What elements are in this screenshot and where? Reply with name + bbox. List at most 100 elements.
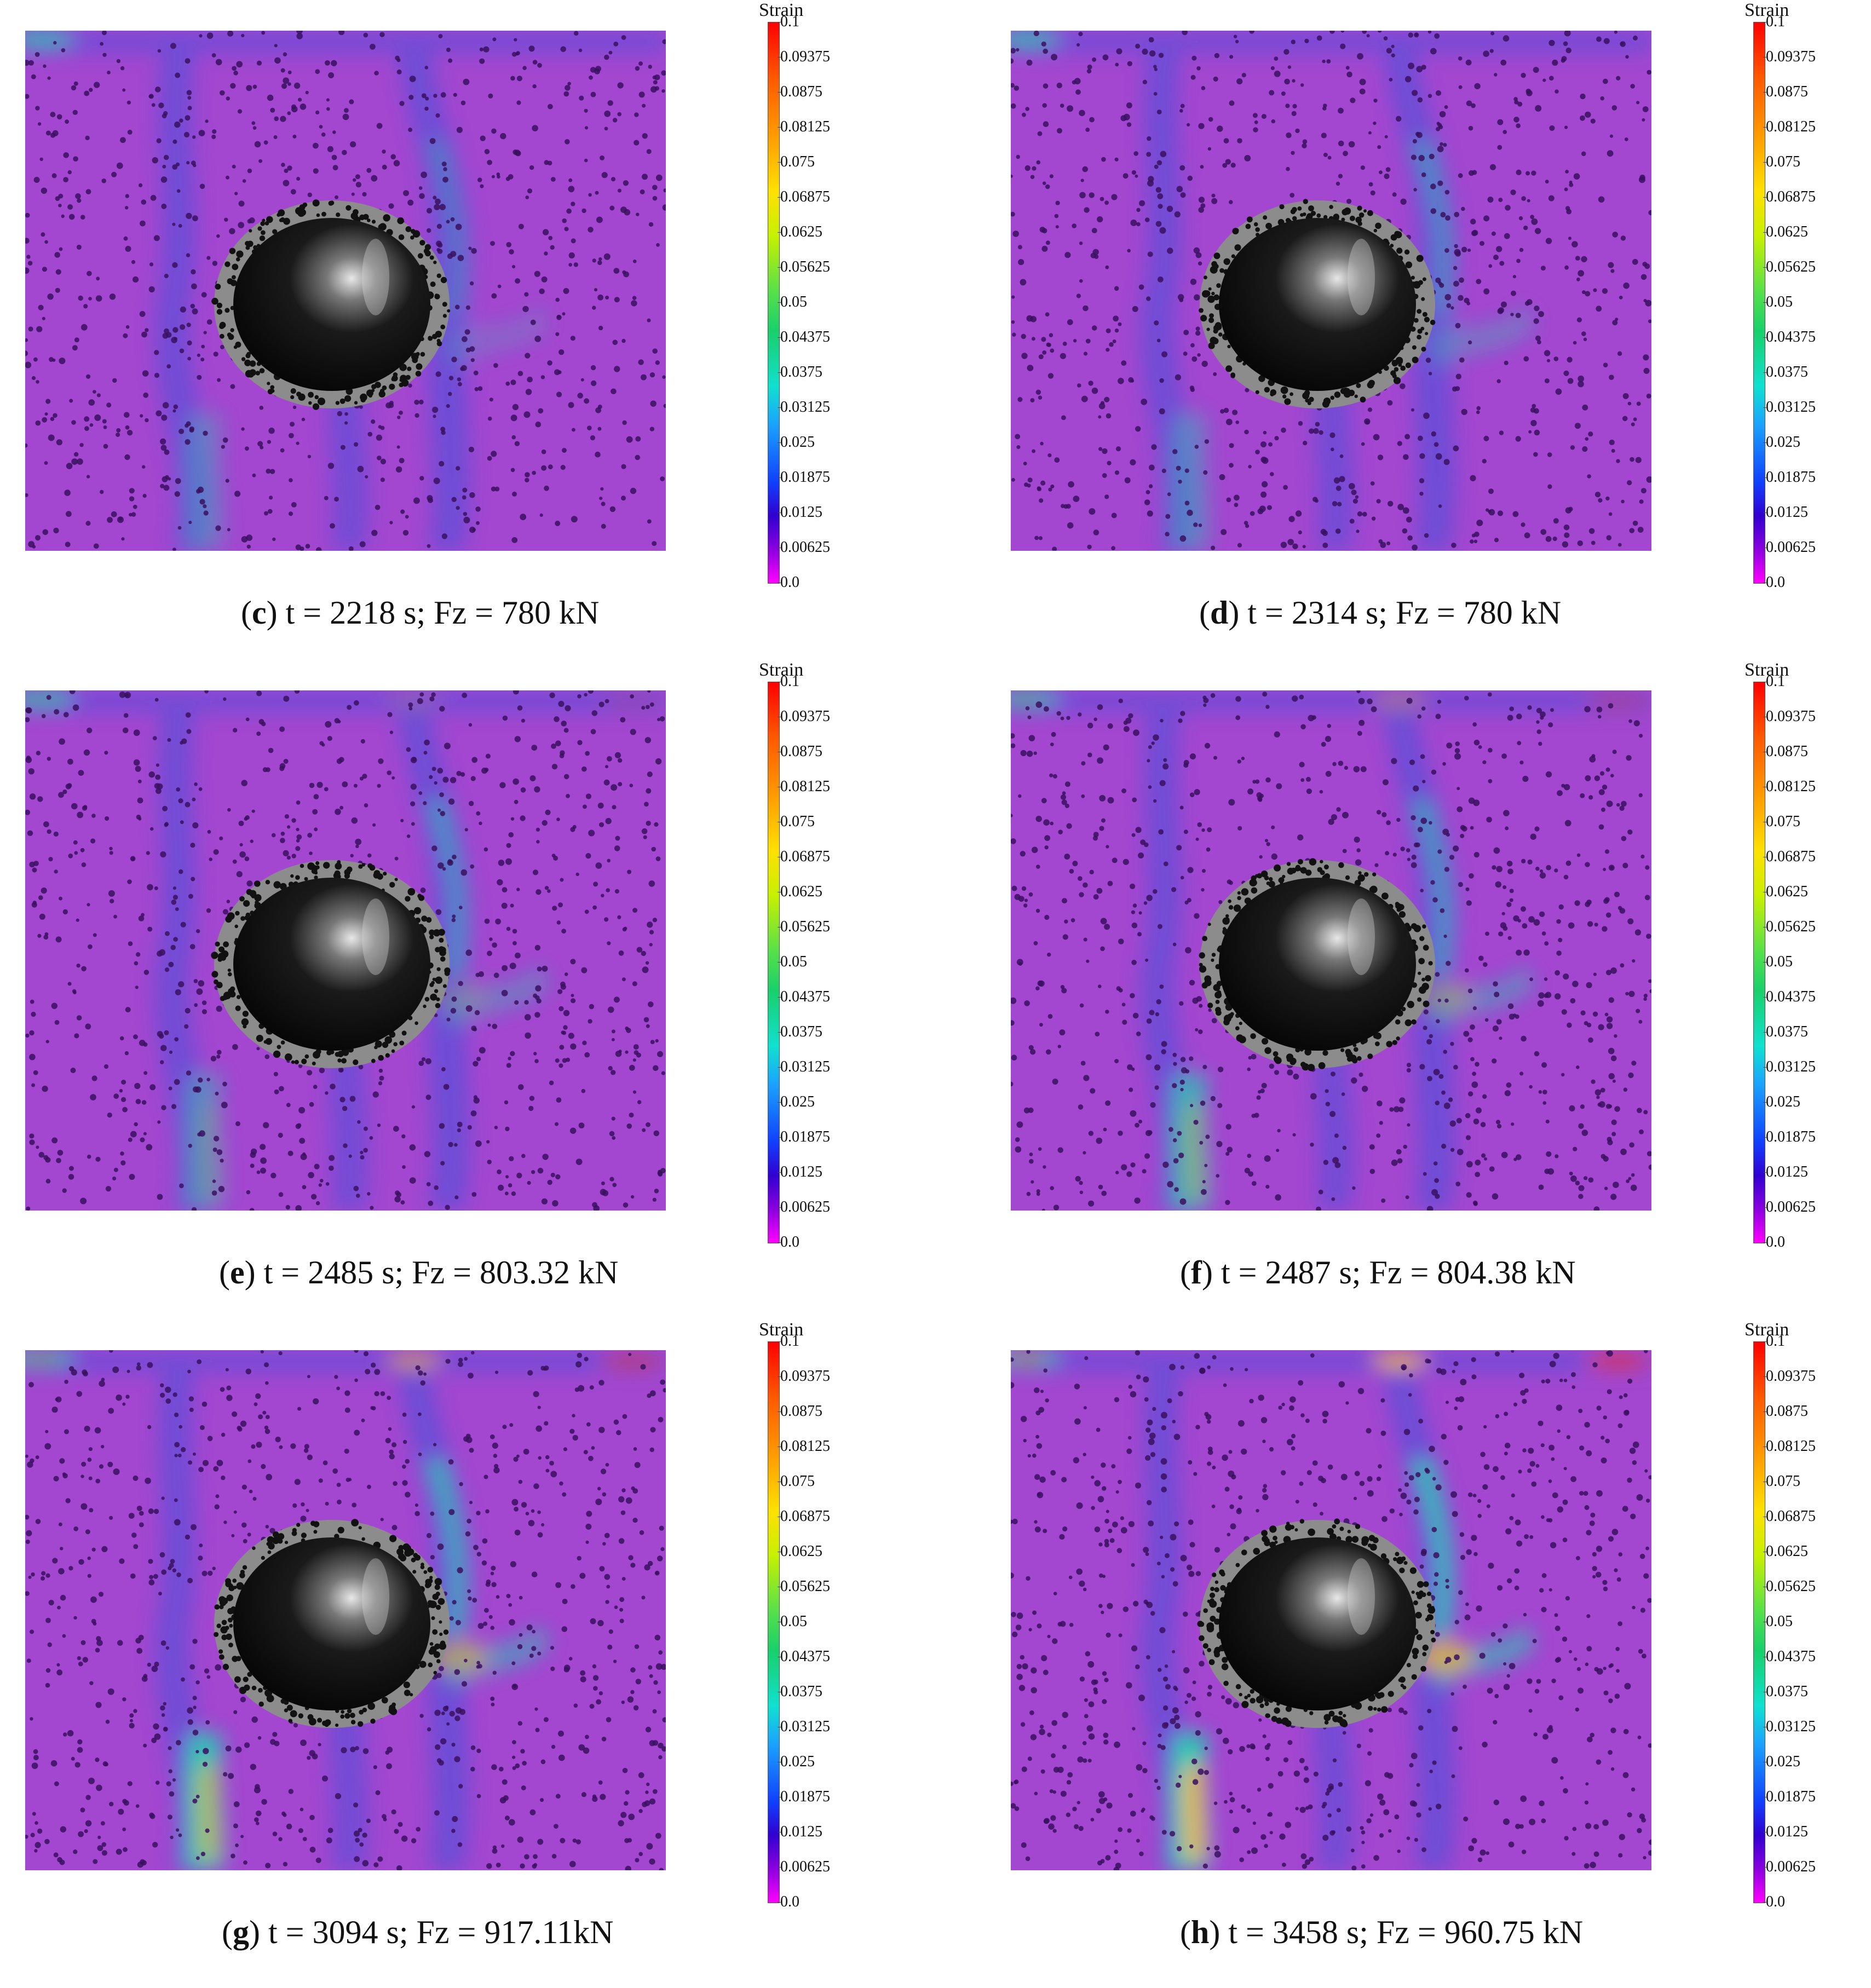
panel-h: Strain 0.1 0.09375 0.0875 0.08125 0.075 0.0687… xyxy=(986,1319,1871,1982)
strain-tick-label: 0.08125 xyxy=(778,118,830,135)
strain-tick-label: 0.05625 xyxy=(778,1578,830,1595)
strain-tick-label: 0.08125 xyxy=(1763,778,1816,795)
strain-tick-label: 0.09375 xyxy=(778,708,830,725)
strain-tick-label: 0.04375 xyxy=(778,1648,830,1665)
strain-tick-label: 0.09375 xyxy=(1763,48,1816,65)
bolt-hole xyxy=(233,1537,430,1710)
strain-tick-label: 0.025 xyxy=(1763,1093,1800,1110)
strain-tick-label: 0.08125 xyxy=(1763,118,1816,135)
strain-tick-label: 0.05625 xyxy=(778,918,830,935)
panel-f: Strain 0.1 0.09375 0.0875 0.08125 0.075 0.0687… xyxy=(986,660,1871,1322)
strain-tick-label: 0.0125 xyxy=(778,504,822,521)
panel-d: Strain 0.1 0.09375 0.0875 0.08125 0.075 0.0687… xyxy=(986,0,1871,662)
strain-tick-label: 0.0375 xyxy=(1763,364,1808,381)
strain-tick-label: 0.1 xyxy=(1763,673,1785,690)
strain-tick-label: 0.09375 xyxy=(1763,1368,1816,1385)
strain-tick-label: 0.0375 xyxy=(1763,1023,1808,1040)
strain-tick-label: 0.0625 xyxy=(1763,1543,1808,1560)
strain-tick-label: 0.06875 xyxy=(778,188,830,205)
strain-tick-label: 0.1 xyxy=(1763,1333,1785,1350)
strain-tick-label: 0.05 xyxy=(1763,293,1793,310)
strain-field-image-f xyxy=(1011,690,1651,1211)
strain-tick-label: 0.01875 xyxy=(778,1788,830,1805)
strain-tick-label: 0.03125 xyxy=(1763,1718,1816,1735)
strain-tick-label: 0.00625 xyxy=(778,1858,830,1875)
strain-tick-label: 0.075 xyxy=(1763,153,1800,170)
bolt-hole xyxy=(233,218,430,391)
strain-field-image-e xyxy=(25,690,666,1211)
strain-scale-title: Strain xyxy=(759,0,804,20)
strain-colorbar-gradient xyxy=(1753,1341,1765,1903)
strain-colorbar-e: Strain 0.1 0.09375 0.0875 0.08125 0.075 0.0687… xyxy=(759,660,925,1251)
speckle-pattern xyxy=(25,690,666,1211)
panel-g: Strain 0.1 0.09375 0.0875 0.08125 0.075 0.0687… xyxy=(0,1319,935,1982)
strain-tick-label: 0.0625 xyxy=(778,223,822,240)
strain-field-plot xyxy=(1011,690,1651,1211)
strain-colorbar-gradient xyxy=(768,682,780,1243)
strain-tick-label: 0.00625 xyxy=(1763,1858,1816,1875)
strain-tick-label: 0.1 xyxy=(778,1333,799,1350)
panel-letter: d xyxy=(1210,595,1229,631)
speckle-pattern xyxy=(1011,690,1651,1211)
strain-tick-label: 0.04375 xyxy=(1763,329,1816,345)
strain-tick-label: 0.075 xyxy=(778,1473,815,1490)
strain-tick-label: 0.075 xyxy=(1763,1473,1800,1490)
panel-c: Strain 0.1 0.09375 0.0875 0.08125 0.075 0.0687… xyxy=(0,0,935,662)
strain-scale-title: Strain xyxy=(759,1319,804,1340)
strain-tick-label: 0.025 xyxy=(1763,434,1800,451)
strain-tick-label: 0.06875 xyxy=(1763,188,1816,205)
strain-tick-label: 0.03125 xyxy=(1763,399,1816,416)
strain-tick-label: 0.0375 xyxy=(778,1683,822,1700)
panel-letter: c xyxy=(251,595,267,631)
strain-tick-label: 0.08125 xyxy=(778,778,830,795)
caption-d: (d) t = 2314 s; Fz = 780 kN xyxy=(1199,595,1562,631)
strain-tick-label: 0.0375 xyxy=(778,1023,822,1040)
strain-tick-label: 0.0125 xyxy=(778,1163,822,1180)
strain-field-image-c xyxy=(25,31,666,551)
strain-colorbar-d: Strain 0.1 0.09375 0.0875 0.08125 0.075 0.0687… xyxy=(1745,0,1871,591)
strain-colorbar-f: Strain 0.1 0.09375 0.0875 0.08125 0.075 0.0687… xyxy=(1745,660,1871,1251)
strain-tick-label: 0.1 xyxy=(778,13,799,30)
strain-tick-label: 0.0 xyxy=(1763,1234,1785,1251)
strain-tick-label: 0.075 xyxy=(1763,813,1800,830)
strain-tick-label: 0.09375 xyxy=(1763,708,1816,725)
strain-tick-label: 0.00625 xyxy=(1763,1198,1816,1215)
strain-tick-label: 0.05 xyxy=(1763,1613,1793,1630)
strain-tick-label: 0.03125 xyxy=(778,399,830,416)
strain-tick-label: 0.01875 xyxy=(778,469,830,486)
strain-colorbar-gradient xyxy=(768,22,780,584)
strain-tick-label: 0.05 xyxy=(1763,953,1793,970)
caption-text: t = 2485 s; Fz = 803.32 kN xyxy=(263,1254,619,1290)
strain-tick-label: 0.0125 xyxy=(1763,504,1808,521)
strain-tick-label: 0.05 xyxy=(778,953,807,970)
strain-tick-label: 0.06875 xyxy=(778,848,830,865)
strain-colorbar-h: Strain 0.1 0.09375 0.0875 0.08125 0.075 0.0687… xyxy=(1745,1319,1871,1911)
panel-e: Strain 0.1 0.09375 0.0875 0.08125 0.075 0.0687… xyxy=(0,660,935,1322)
strain-tick-label: 0.075 xyxy=(778,153,815,170)
strain-tick-label: 0.0375 xyxy=(1763,1683,1808,1700)
strain-tick-label: 0.06875 xyxy=(1763,1508,1816,1525)
strain-tick-label: 0.03125 xyxy=(778,1058,830,1075)
strain-tick-label: 0.09375 xyxy=(778,1368,830,1385)
strain-tick-label: 0.04375 xyxy=(1763,988,1816,1005)
strain-tick-label: 0.0375 xyxy=(778,364,822,381)
strain-tick-label: 0.04375 xyxy=(1763,1648,1816,1665)
strain-tick-label: 0.075 xyxy=(778,813,815,830)
panel-letter: f xyxy=(1190,1254,1202,1290)
strain-tick-label: 0.05625 xyxy=(1763,918,1816,935)
panel-letter: h xyxy=(1190,1914,1210,1950)
bolt-hole xyxy=(1219,878,1416,1051)
strain-tick-label: 0.0625 xyxy=(1763,883,1808,900)
strain-tick-label: 0.08125 xyxy=(1763,1438,1816,1455)
strain-scale-title: Strain xyxy=(759,660,804,680)
bolt-hole xyxy=(1219,218,1416,391)
strain-tick-label: 0.01875 xyxy=(778,1128,830,1145)
strain-tick-label: 0.03125 xyxy=(778,1718,830,1735)
strain-tick-label: 0.025 xyxy=(1763,1753,1800,1770)
strain-tick-label: 0.0 xyxy=(1763,1893,1785,1910)
strain-tick-label: 0.0875 xyxy=(778,1403,822,1420)
panel-letter: g xyxy=(232,1914,249,1950)
caption-text: t = 2487 s; Fz = 804.38 kN xyxy=(1221,1254,1576,1290)
strain-tick-label: 0.0 xyxy=(778,1234,799,1251)
strain-tick-label: 0.0875 xyxy=(778,83,822,100)
